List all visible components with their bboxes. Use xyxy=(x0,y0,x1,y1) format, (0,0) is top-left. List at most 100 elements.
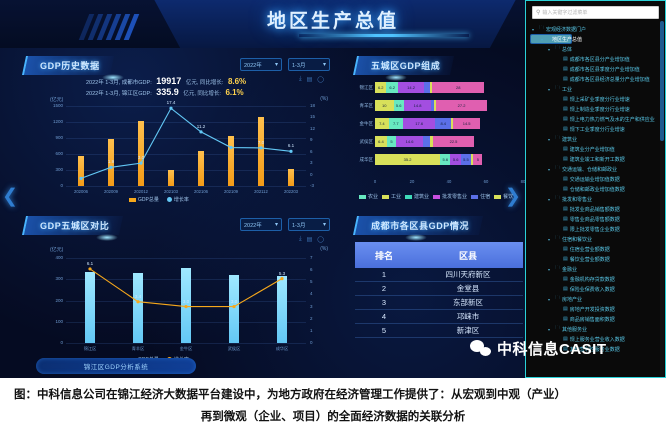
table-body: 1 四川天府新区 2 金堂县 3 东部新区 4 邛崃市 5 新津区 xyxy=(355,268,523,338)
tree-node-level4[interactable]: ▤ 交通运输业增加值数据 xyxy=(530,174,661,184)
tree-node-level4[interactable]: ▤ 规上服务业营业收入数据 xyxy=(530,334,661,344)
tree-node-level4[interactable]: ▤ 零售业商品零售额数据 xyxy=(530,214,661,224)
tree-node-level4[interactable]: ▤ 住宿业营业额数据 xyxy=(530,244,661,254)
tree-node-level3[interactable]: ▾ 🗀 工业 xyxy=(530,84,661,94)
refresh-icon[interactable]: ◯ xyxy=(317,237,324,243)
month-select-history[interactable]: 1-3月 ▾ xyxy=(288,58,330,71)
tree-node-level3[interactable]: ▾ 🗀 建筑业 xyxy=(530,134,661,144)
table-header-row: 排名 区县 xyxy=(355,242,523,268)
table-row[interactable]: 1 四川天府新区 xyxy=(355,268,523,282)
tree-node-level4[interactable]: ▤ 仓储和邮政业增加值数据 xyxy=(530,184,661,194)
table-row[interactable]: 5 新津区 xyxy=(355,324,523,338)
table-row[interactable]: 4 邛崃市 xyxy=(355,310,523,324)
folder-icon: ▤ xyxy=(563,126,568,132)
refresh-icon[interactable]: ◯ xyxy=(317,77,324,83)
table-row[interactable]: 3 东部新区 xyxy=(355,296,523,310)
panel-title-rank-table: 成都市各区县GDP情况 xyxy=(352,216,484,235)
menu-filter-input[interactable]: ⚲ 输入关键字过滤菜单 xyxy=(532,6,659,19)
tree-node-level4[interactable]: ▤ 其他营利性服务业数据 xyxy=(530,344,661,354)
tree-node-label: 地区生产总值 xyxy=(552,36,583,43)
year-select-compare[interactable]: 2022年 ▾ xyxy=(240,218,282,231)
tree-node-level4[interactable]: ▤ 建筑业竣工和新开工数据 xyxy=(530,154,661,164)
trend-line xyxy=(79,106,293,180)
tree-node-label: 金融机构存贷款数据 xyxy=(569,276,615,283)
legend-label: 住宿 xyxy=(480,194,491,200)
tree-node-level3[interactable]: ▾ 🗀 房地产业 xyxy=(530,294,661,304)
panel-title-text: GDP五城区对比 xyxy=(40,221,110,231)
tree-node-level3[interactable]: ▾ 🗀 总体 xyxy=(530,44,661,54)
sidebar-scrollbar-thumb[interactable] xyxy=(660,21,664,141)
y-axis-tick: 0 xyxy=(60,340,63,345)
y-axis-tick: 900 xyxy=(55,135,63,140)
tree-node-level4[interactable]: ▤ 保险业保费收入数据 xyxy=(530,284,661,294)
tree-node-level4[interactable]: ▤ 批发业商品销售额数据 xyxy=(530,204,661,214)
bar xyxy=(197,150,205,186)
tree-node-level4[interactable]: ▤ 餐饮业营业额数据 xyxy=(530,254,661,264)
table-row[interactable]: 2 金堂县 xyxy=(355,282,523,296)
tree-node-level3[interactable]: ▾ 🗀 批发和零售业 xyxy=(530,194,661,204)
tree-node-level4[interactable]: ▤ 房地产开发投资数据 xyxy=(530,304,661,314)
stacked-bar-segment xyxy=(434,100,437,111)
tree-node-level4[interactable]: ▤ 规下工业季度分行业增速 xyxy=(530,124,661,134)
tree-node-level3[interactable]: ▾ 🗀 金融业 xyxy=(530,264,661,274)
folder-icon: ▤ xyxy=(563,286,568,292)
x-axis-tick: 0 xyxy=(373,179,377,184)
tree-node-level3[interactable]: ▾ 🗀 其他服务业 xyxy=(530,324,661,334)
x-axis-tick: 20 xyxy=(409,179,415,184)
folder-icon: 🗀 xyxy=(555,135,561,141)
system-entry-button[interactable]: 锦江区GDP分析系统 xyxy=(36,358,196,374)
y2-axis-tick: 0 xyxy=(310,340,313,345)
legend-label: 餐饮 xyxy=(503,194,514,200)
save-icon[interactable]: ▤ xyxy=(306,237,313,243)
tree-node-level4[interactable]: ▤ 限上批发零售企业数据 xyxy=(530,224,661,234)
y2-axis-tick: 9 xyxy=(310,137,313,143)
chevron-down-icon: ▾ xyxy=(322,62,326,68)
y-right-unit-history: (%) xyxy=(320,96,328,102)
tree-node-level4[interactable]: ▤ 商品房销售面积数据 xyxy=(530,314,661,324)
watermark-text: 中科信息CASIT xyxy=(497,341,607,358)
wechat-icon xyxy=(470,339,492,358)
legend-item: 增长率 xyxy=(166,196,189,203)
tree-node-level4[interactable]: ▤ 建筑业分产业增加值 xyxy=(530,144,661,154)
sidebar-scrollbar-track[interactable] xyxy=(660,1,664,377)
folder-icon: ▤ xyxy=(563,76,568,82)
month-select-compare[interactable]: 1-3月 ▾ xyxy=(288,218,330,231)
year-select-history[interactable]: 2022年 ▾ xyxy=(240,58,282,71)
tree-node-level4[interactable]: ▤ 规上采矿业季度分行业增速 xyxy=(530,94,661,104)
tree-node-level1[interactable]: ▾ 🗀 宏观经济数据门户 xyxy=(530,24,661,34)
bar xyxy=(132,272,144,343)
x-axis-tick: 60 xyxy=(483,179,489,184)
legend-item: 工业 xyxy=(382,193,401,200)
save-icon[interactable]: ▤ xyxy=(306,77,313,83)
tree-node-label: 建筑业 xyxy=(562,136,578,143)
tree-node-level4[interactable]: ▤ 金融机构存贷款数据 xyxy=(530,274,661,284)
tree-node-level4[interactable]: ▤ 规上制造业季度分行业增速 xyxy=(530,104,661,114)
tree-node-label: 成都市各区县分产业增加值 xyxy=(569,56,630,63)
tree-node-level4[interactable]: ▤ 规上电力热力燃气及水的生产和供应业 xyxy=(530,114,661,124)
tree-node-level4[interactable]: ▤ 成都市各区县分产业增加值 xyxy=(530,54,661,64)
tree-node-label: 批发业商品销售额数据 xyxy=(569,206,620,213)
cell-rank: 5 xyxy=(381,326,387,335)
tree-node-level2[interactable]: ▾ 🗀 地区生产总值 xyxy=(530,34,582,44)
tree-node-level3[interactable]: ▾ 🗀 交通运输、仓储和邮政业 xyxy=(530,164,661,174)
title-glow xyxy=(385,74,407,81)
tree-node-level4[interactable]: ▤ 成都市各区县经济总量分产业增加值 xyxy=(530,74,661,84)
y2-axis-tick: 18 xyxy=(310,103,316,108)
dashboard-screenshot: 地区生产总值 ❯ ❯ GDP历史数据 2022年 ▾ 1-3月 ▾ xyxy=(0,0,666,378)
download-icon[interactable]: ⤓ xyxy=(298,76,302,82)
y-axis-tick: 1200 xyxy=(52,119,63,124)
x-axis-tick: 青羊区 xyxy=(131,346,145,351)
prev-page-arrow[interactable]: ❯ xyxy=(2,186,18,207)
download-icon[interactable]: ⤓ xyxy=(298,236,302,242)
folder-icon: 🗀 xyxy=(555,45,561,51)
next-page-arrow[interactable]: ❯ xyxy=(505,186,521,207)
y2-axis-tick: 4 xyxy=(310,291,313,297)
y2-axis-tick: 15 xyxy=(310,114,316,120)
panel-title-text: 五城区GDP组成 xyxy=(371,61,441,71)
search-icon: ⚲ xyxy=(536,10,541,16)
folder-icon: ▤ xyxy=(563,146,568,152)
gridline xyxy=(66,154,306,155)
data-label: 17.4 xyxy=(166,100,176,106)
tree-node-level4[interactable]: ▤ 成都市各区县季度分产业增加值 xyxy=(530,64,661,74)
tree-node-level3[interactable]: ▾ 🗀 住宿和餐饮业 xyxy=(530,234,661,244)
